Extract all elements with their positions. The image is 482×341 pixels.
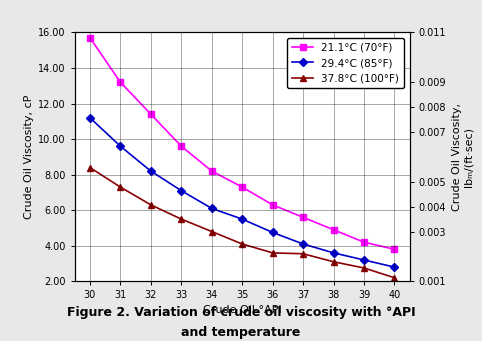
37.8°C (100°F) (118, 185, 123, 189)
37.8°C (100°F) (361, 266, 367, 270)
Y-axis label: Crude Oil Viscosity, cP: Crude Oil Viscosity, cP (24, 95, 34, 219)
X-axis label: Crude Oil °API: Crude Oil °API (203, 305, 281, 314)
29.4°C (85°F) (361, 258, 367, 262)
Text: Figure 2. Variation of crude oil viscosity with °API: Figure 2. Variation of crude oil viscosi… (67, 306, 415, 318)
29.4°C (85°F) (300, 242, 306, 246)
21.1°C (70°F) (87, 36, 93, 40)
37.8°C (100°F) (209, 229, 214, 234)
37.8°C (100°F) (148, 203, 154, 207)
Y-axis label: Crude Oil Viscosity,
lbₘ/(ft·sec): Crude Oil Viscosity, lbₘ/(ft·sec) (452, 103, 473, 211)
Legend: 21.1°C (70°F), 29.4°C (85°F), 37.8°C (100°F): 21.1°C (70°F), 29.4°C (85°F), 37.8°C (10… (287, 38, 404, 88)
29.4°C (85°F) (270, 231, 276, 235)
21.1°C (70°F) (300, 215, 306, 219)
Text: and temperature: and temperature (181, 326, 301, 339)
37.8°C (100°F) (240, 242, 245, 246)
21.1°C (70°F) (361, 240, 367, 244)
21.1°C (70°F) (148, 112, 154, 116)
Line: 29.4°C (85°F): 29.4°C (85°F) (87, 115, 397, 270)
37.8°C (100°F) (270, 251, 276, 255)
21.1°C (70°F) (331, 228, 336, 232)
37.8°C (100°F) (300, 252, 306, 256)
Line: 21.1°C (70°F): 21.1°C (70°F) (87, 35, 397, 252)
21.1°C (70°F) (178, 144, 184, 148)
37.8°C (100°F) (391, 276, 397, 280)
21.1°C (70°F) (209, 169, 214, 173)
29.4°C (85°F) (87, 116, 93, 120)
29.4°C (85°F) (240, 217, 245, 221)
21.1°C (70°F) (391, 247, 397, 251)
21.1°C (70°F) (118, 80, 123, 84)
21.1°C (70°F) (270, 203, 276, 207)
37.8°C (100°F) (87, 165, 93, 169)
29.4°C (85°F) (391, 265, 397, 269)
29.4°C (85°F) (331, 251, 336, 255)
29.4°C (85°F) (209, 206, 214, 210)
29.4°C (85°F) (148, 169, 154, 173)
29.4°C (85°F) (178, 189, 184, 193)
21.1°C (70°F) (240, 185, 245, 189)
29.4°C (85°F) (118, 144, 123, 148)
Line: 37.8°C (100°F): 37.8°C (100°F) (87, 165, 397, 281)
37.8°C (100°F) (331, 260, 336, 264)
37.8°C (100°F) (178, 217, 184, 221)
